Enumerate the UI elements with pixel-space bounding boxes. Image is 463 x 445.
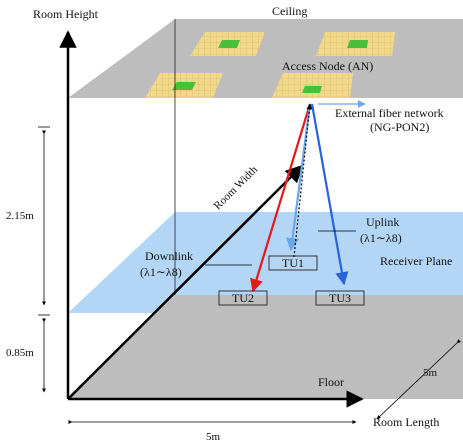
receiver-plane-label: Receiver Plane bbox=[380, 254, 452, 268]
external-network-label-1: External fiber network bbox=[335, 106, 444, 120]
led-panel-2 bbox=[316, 32, 395, 56]
tu1-box: TU1 bbox=[268, 255, 318, 271]
dim-width-label: 5m bbox=[423, 367, 438, 379]
tu3-arrow bbox=[310, 103, 349, 286]
tu2-label: TU2 bbox=[232, 291, 254, 305]
external-network-label-2: (NG-PON2) bbox=[370, 120, 429, 134]
tu1-feedback-dotted bbox=[293, 103, 313, 258]
room-width-axis bbox=[67, 164, 304, 400]
floor-label: Floor bbox=[318, 375, 344, 389]
dim-085-label: 0.85m bbox=[6, 347, 34, 359]
dim-215-label: 2.15m bbox=[6, 210, 34, 222]
room-length-label: Room Length bbox=[373, 415, 439, 429]
led-panel-1 bbox=[190, 32, 265, 56]
tu1-label: TU1 bbox=[282, 256, 304, 270]
downlink-arrow bbox=[250, 103, 312, 293]
ceiling-label: Ceiling bbox=[272, 4, 307, 18]
access-node-label: Access Node (AN) bbox=[282, 59, 373, 73]
dim-width-line bbox=[376, 339, 461, 420]
tu3-label: TU3 bbox=[329, 291, 351, 305]
led-panel-4 bbox=[272, 73, 353, 98]
room-width-label: Room Width bbox=[212, 163, 261, 212]
dim-length-label: 5m bbox=[206, 431, 221, 443]
downlink-wavelengths-label: (λ1∼λ8) bbox=[140, 265, 182, 279]
downlink-label: Downlink bbox=[145, 249, 193, 263]
room-height-label: Room Height bbox=[33, 7, 99, 21]
uplink-arrow bbox=[285, 103, 312, 252]
led-panel-3 bbox=[145, 73, 223, 98]
tu2-box: TU2 bbox=[218, 290, 268, 306]
uplink-label: Uplink bbox=[366, 215, 399, 229]
tu3-box: TU3 bbox=[315, 290, 365, 306]
floor-plane bbox=[68, 295, 463, 399]
ceiling-plane bbox=[68, 19, 463, 98]
receiver-plane bbox=[68, 212, 463, 313]
uplink-wavelengths-label: (λ1∼λ8) bbox=[360, 231, 402, 245]
